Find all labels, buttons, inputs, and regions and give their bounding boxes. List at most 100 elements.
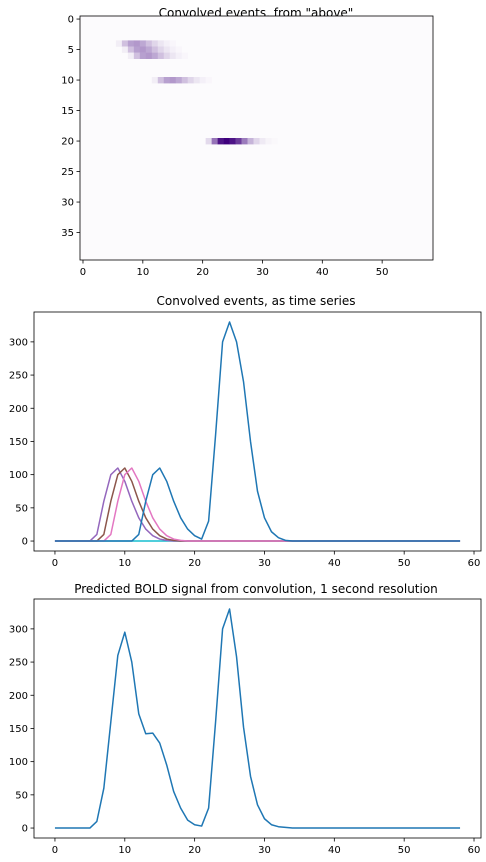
heatmap-cell	[151, 46, 159, 53]
heatmap-cell	[181, 52, 188, 59]
timeseries-y-tick-label: 100	[9, 470, 28, 481]
bold-x-tick-label: 10	[118, 845, 131, 856]
timeseries-axes-frame	[33, 311, 482, 552]
timeseries-series-line	[54, 321, 461, 542]
bold-title: Predicted BOLD signal from convolution, …	[74, 582, 438, 596]
timeseries-x-tick-label: 40	[328, 558, 341, 569]
heatmap-cell	[157, 77, 165, 84]
heatmap-cell	[133, 46, 141, 53]
heatmap-cell	[223, 138, 230, 145]
heatmap-cell	[169, 52, 177, 59]
heatmap-cell	[145, 46, 153, 53]
heatmap-cells	[115, 40, 278, 145]
heatmap-ticks: 0 10 20 30 40 50 0 5 10 15 20 25 30 35	[61, 15, 388, 278]
heatmap-cell	[121, 46, 129, 53]
timeseries-y-tick-label: 250	[9, 371, 28, 382]
timeseries-y-tick-label: 0	[22, 537, 28, 548]
heatmap-cell	[175, 52, 183, 59]
heatmap-cell	[127, 46, 135, 53]
heatmap-cell	[139, 40, 147, 47]
heatmap-cell	[193, 77, 200, 84]
heatmap-cell	[205, 138, 212, 145]
heatmap-cell	[163, 40, 171, 47]
heatmap-cell	[145, 52, 153, 59]
heatmap-cell	[259, 138, 266, 145]
heatmap-cell	[253, 138, 260, 145]
heatmap-cell	[145, 40, 153, 47]
heatmap-cell	[151, 40, 159, 47]
timeseries-y-tick-label: 50	[15, 503, 28, 514]
heatmap-cell	[229, 138, 236, 145]
heatmap-cell	[199, 77, 206, 84]
heatmap-cell	[151, 77, 159, 84]
timeseries-series-line	[54, 467, 461, 542]
heatmap-x-tick-label: 10	[136, 267, 149, 278]
bold-x-tick-label: 40	[328, 845, 341, 856]
heatmap-cell	[169, 46, 177, 53]
heatmap-y-tick-label: 10	[61, 76, 74, 87]
bold-axes-frame	[33, 598, 482, 839]
bold-panel: Predicted BOLD signal from convolution, …	[9, 582, 482, 856]
timeseries-x-tick-label: 10	[118, 558, 131, 569]
heatmap-x-tick-label: 20	[196, 267, 209, 278]
heatmap-axes-frame	[79, 15, 434, 261]
heatmap-x-tick-label: 30	[256, 267, 269, 278]
heatmap-cell	[157, 52, 165, 59]
heatmap-cell	[205, 77, 212, 84]
heatmap-cell	[157, 40, 165, 47]
bold-x-tick-label: 50	[398, 845, 411, 856]
timeseries-x-tick-label: 20	[188, 558, 201, 569]
timeseries-x-tick-label: 0	[52, 558, 58, 569]
heatmap-cell	[151, 52, 159, 59]
heatmap-y-tick-label: 30	[61, 198, 74, 209]
timeseries-ticks: 0 10 20 30 40 50 60 0 50 100 150 200 250 300	[9, 337, 480, 569]
bold-y-tick-label: 300	[9, 624, 28, 635]
heatmap-cell	[127, 52, 135, 59]
heatmap-cell	[163, 46, 171, 53]
timeseries-x-tick-label: 50	[398, 558, 411, 569]
heatmap-cell	[181, 77, 188, 84]
bold-y-tick-label: 50	[15, 790, 28, 801]
heatmap-y-tick-label: 35	[61, 228, 74, 239]
heatmap-cell	[169, 40, 177, 47]
heatmap-cell	[265, 138, 272, 145]
bold-series-line	[54, 608, 461, 829]
heatmap-y-tick-label: 0	[68, 15, 74, 26]
heatmap-cell	[241, 138, 248, 145]
bold-y-tick-label: 150	[9, 724, 28, 735]
bold-y-tick-label: 250	[9, 658, 28, 669]
heatmap-cell	[235, 138, 242, 145]
timeseries-title: Convolved events, as time series	[157, 294, 356, 308]
heatmap-cell	[175, 77, 183, 84]
heatmap-cell	[139, 46, 147, 53]
timeseries-series-line	[54, 467, 461, 542]
timeseries-x-tick-label: 30	[258, 558, 271, 569]
heatmap-x-tick-label: 50	[376, 267, 389, 278]
bold-x-tick-label: 20	[188, 845, 201, 856]
timeseries-y-tick-label: 150	[9, 437, 28, 448]
heatmap-panel: Convolved events, from "above" 0 10 20 30 40…	[61, 6, 434, 278]
timeseries-x-tick-label: 60	[468, 558, 481, 569]
timeseries-y-tick-label: 300	[9, 337, 28, 348]
heatmap-cell	[163, 77, 171, 84]
heatmap-cell	[157, 46, 165, 53]
heatmap-cell	[175, 46, 183, 53]
heatmap-cell	[169, 77, 177, 84]
timeseries-lines	[54, 321, 461, 542]
heatmap-cell	[217, 138, 224, 145]
heatmap-cell	[133, 40, 141, 47]
bold-x-tick-label: 30	[258, 845, 271, 856]
heatmap-y-tick-label: 5	[68, 45, 74, 56]
heatmap-cell	[115, 40, 123, 47]
heatmap-cell	[139, 52, 147, 59]
heatmap-cell	[121, 40, 129, 47]
heatmap-cell	[187, 77, 194, 84]
heatmap-x-tick-label: 40	[316, 267, 329, 278]
bold-y-tick-label: 100	[9, 757, 28, 768]
bold-lines	[54, 608, 461, 829]
heatmap-y-tick-label: 25	[61, 167, 74, 178]
bold-x-tick-label: 60	[468, 845, 481, 856]
heatmap-y-tick-label: 15	[61, 106, 74, 117]
heatmap-cell	[163, 52, 171, 59]
heatmap-x-tick-label: 0	[80, 267, 86, 278]
